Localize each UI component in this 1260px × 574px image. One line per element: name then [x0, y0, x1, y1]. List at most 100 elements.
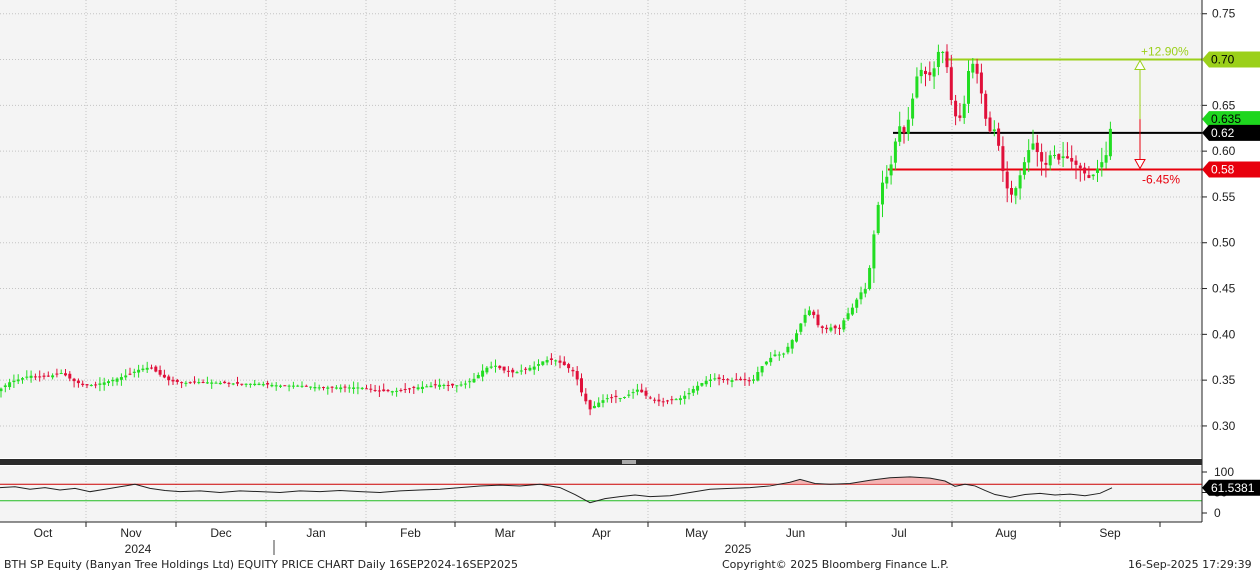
- indicator-panel-bg: [0, 466, 1202, 522]
- candle-body: [605, 398, 609, 400]
- candle-body: [549, 358, 553, 360]
- candle-body: [885, 176, 889, 184]
- candle-body: [1087, 175, 1091, 178]
- candle-body: [46, 375, 50, 377]
- year-label: 2024: [125, 542, 152, 556]
- candle-body: [954, 100, 958, 117]
- candle-body: [575, 371, 579, 380]
- candle-body: [584, 393, 588, 402]
- candle-body: [820, 326, 824, 328]
- candle-body: [812, 311, 816, 316]
- candle-body: [420, 386, 424, 390]
- candle-body: [343, 386, 347, 388]
- month-label: Nov: [120, 526, 141, 540]
- candle-body: [459, 384, 463, 386]
- candle-body: [313, 387, 317, 389]
- price-tag: 0.635: [1202, 111, 1260, 128]
- candle-body: [850, 307, 854, 315]
- candle-body: [274, 385, 278, 387]
- candle-body: [532, 366, 536, 370]
- candle-body: [803, 314, 807, 323]
- candle-body: [782, 353, 786, 355]
- candle-body: [1001, 146, 1005, 172]
- candle-body: [730, 380, 734, 382]
- month-label: Jan: [306, 526, 325, 540]
- price-tag: 0.62: [1202, 124, 1260, 141]
- candle-body: [408, 388, 411, 390]
- candle-body: [962, 103, 966, 118]
- price-tick-label: 0.45: [1212, 282, 1236, 296]
- candle-body: [691, 389, 695, 393]
- indicator-overbought-fill: [0, 476, 1112, 485]
- security-title: BTH SP Equity (Banyan Tree Holdings Ltd)…: [4, 558, 519, 571]
- candle-body: [360, 387, 364, 389]
- candle-body: [253, 383, 257, 385]
- candle-body: [545, 359, 549, 363]
- candle-body: [472, 378, 476, 383]
- candle-body: [137, 369, 141, 373]
- candle-body: [141, 368, 145, 371]
- candle-body: [463, 383, 467, 385]
- indicator-tick-label: 0: [1214, 506, 1221, 520]
- candle-body: [1108, 128, 1112, 157]
- candle-body: [1018, 175, 1022, 189]
- candle-body: [597, 402, 601, 408]
- price-tag: 0.58: [1202, 161, 1260, 178]
- candle-body: [236, 382, 239, 384]
- panel-divider[interactable]: [0, 459, 1202, 465]
- candle-body: [876, 204, 880, 234]
- candle-body: [752, 379, 755, 381]
- candle-body: [1044, 162, 1048, 165]
- candle-body: [451, 383, 454, 386]
- price-tick-label: 0.75: [1212, 7, 1236, 21]
- candle-body: [919, 69, 923, 77]
- candle-body: [906, 119, 910, 134]
- candle-body: [795, 333, 798, 342]
- candle-body: [21, 378, 24, 380]
- candle-body: [838, 327, 841, 329]
- price-tag-bg: [1202, 111, 1260, 128]
- down-arrow-head: [1134, 158, 1146, 170]
- candle-body: [296, 385, 300, 387]
- candle-body: [132, 371, 136, 373]
- indicator-tag-bg: [1202, 479, 1260, 496]
- candle-body: [997, 128, 1001, 146]
- candle-body: [648, 397, 652, 399]
- candle-body: [352, 387, 356, 389]
- candle-body: [760, 366, 764, 373]
- candle-body: [610, 397, 614, 399]
- candle-body: [115, 378, 119, 382]
- candle-body: [1040, 152, 1044, 162]
- candle-body: [1104, 155, 1108, 163]
- month-label: May: [685, 526, 708, 540]
- month-label: Aug: [995, 526, 1016, 540]
- price-chart: +12.90%-6.45% 0.750.700.650.600.550.500.…: [0, 0, 1260, 556]
- candle-body: [571, 369, 575, 372]
- candle-body: [790, 340, 794, 349]
- candle-body: [128, 373, 132, 375]
- month-label: Apr: [592, 526, 611, 540]
- candle-body: [261, 384, 265, 386]
- price-tag-label: 0.58: [1211, 162, 1235, 176]
- divider-grip[interactable]: [622, 460, 636, 464]
- candle-body: [102, 382, 106, 385]
- candle-body: [373, 389, 377, 391]
- candle-body: [1053, 154, 1056, 156]
- candle-body: [902, 127, 906, 133]
- candle-body: [291, 385, 295, 387]
- candle-body: [25, 376, 29, 378]
- annotations: +12.90% -6.45%: [1134, 45, 1189, 186]
- candle-body: [76, 380, 80, 384]
- candle-body: [94, 384, 98, 386]
- candle-body: [1065, 156, 1069, 159]
- price-tag-bg: [1202, 161, 1260, 178]
- candle-body: [283, 385, 287, 387]
- candle-body: [214, 382, 218, 384]
- candle-body: [562, 361, 566, 366]
- candle-body: [863, 289, 867, 294]
- candle-body: [992, 129, 996, 132]
- candle-body: [988, 117, 992, 132]
- price-tag: 0.70: [1202, 51, 1260, 68]
- candle-body: [601, 400, 605, 403]
- price-tag-label: 0.635: [1211, 112, 1241, 126]
